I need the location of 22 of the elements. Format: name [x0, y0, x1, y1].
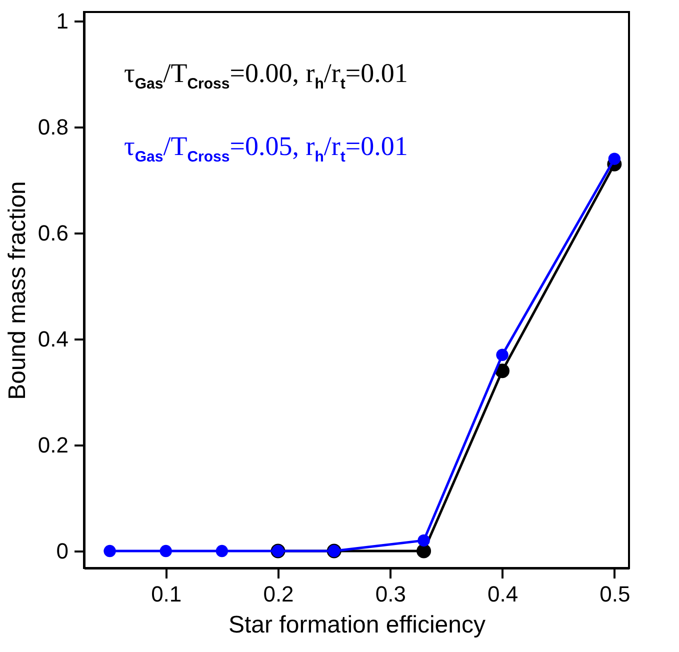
- y-tick-label: 0.4: [38, 326, 68, 352]
- point: [416, 544, 432, 558]
- y-tick-label: 0.2: [38, 432, 68, 458]
- point: [160, 544, 172, 558]
- x-tick-label: 0.1: [151, 582, 182, 606]
- text: τ$_{Gas}$/T$_{Cross}$=0.00, r$_{h}$/r$_{t}$=0.01: [124, 58, 408, 92]
- point: [216, 544, 228, 558]
- x-tick-label: 0.5: [600, 582, 630, 606]
- y-axis-title: Bound mass fraction: [4, 181, 31, 400]
- point: [418, 534, 430, 547]
- y-tick-label: 0: [56, 538, 68, 564]
- x-tick-label: 0.2: [263, 582, 294, 606]
- point: [608, 152, 621, 165]
- text: τ$_{Gas}$/T$_{Cross}$=0.05, r$_{h}$/r$_{t}$=0.01: [124, 131, 408, 166]
- x-axis-title: Star formation efficiency: [228, 612, 486, 638]
- x-tick-label: 0.4: [487, 582, 518, 606]
- y-tick-label: 0.8: [38, 114, 68, 140]
- x-tick-label: 0.3: [375, 582, 406, 606]
- y-tick-label: 0.6: [38, 220, 68, 246]
- y-tick-label: 1: [56, 8, 68, 34]
- point: [496, 348, 508, 362]
- point: [104, 544, 116, 558]
